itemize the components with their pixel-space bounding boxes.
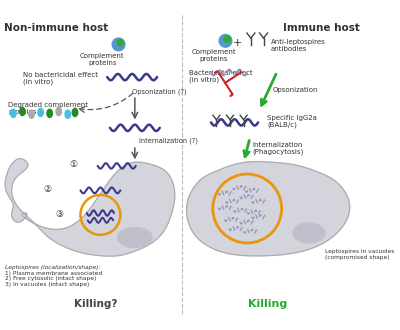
Polygon shape (5, 159, 175, 256)
Text: Opsonization: Opsonization (273, 87, 318, 93)
Text: 3) In vacuoles (intact shape): 3) In vacuoles (intact shape) (5, 282, 90, 287)
Ellipse shape (118, 228, 152, 248)
Text: Leptospires (localization/shape):: Leptospires (localization/shape): (5, 265, 101, 270)
Circle shape (117, 40, 124, 46)
Circle shape (112, 38, 125, 51)
Text: 1) Plasma membrane associated: 1) Plasma membrane associated (5, 271, 102, 276)
Ellipse shape (293, 223, 325, 243)
Text: Non-immune host: Non-immune host (4, 23, 108, 33)
Ellipse shape (65, 110, 70, 118)
Circle shape (219, 34, 232, 47)
Text: Internalization
(Phagocytosis): Internalization (Phagocytosis) (253, 142, 304, 155)
Text: Internalization (?): Internalization (?) (139, 138, 198, 144)
Text: 2) Free cytosolic (intact shape): 2) Free cytosolic (intact shape) (5, 277, 97, 281)
Ellipse shape (47, 109, 52, 117)
Text: Immune host: Immune host (283, 23, 360, 33)
Ellipse shape (72, 108, 78, 116)
Text: Killing: Killing (248, 299, 288, 309)
Text: Degraded complement
proteins: Degraded complement proteins (8, 102, 88, 115)
Ellipse shape (38, 108, 43, 116)
Text: ①: ① (69, 160, 77, 169)
Text: ③: ③ (56, 210, 64, 219)
Text: No bactericidal effect
(in vitro): No bactericidal effect (in vitro) (23, 72, 98, 85)
Circle shape (224, 36, 230, 42)
Text: Killing?: Killing? (74, 299, 118, 309)
Text: Specific IgG2a
(BALB/c): Specific IgG2a (BALB/c) (267, 115, 317, 128)
Ellipse shape (56, 108, 62, 115)
Text: Leptospires in vacuoles
(compromised shape): Leptospires in vacuoles (compromised sha… (325, 249, 394, 260)
Polygon shape (186, 162, 350, 256)
Ellipse shape (11, 109, 16, 117)
Text: Complement
proteins: Complement proteins (191, 49, 236, 62)
Text: +: + (232, 38, 242, 48)
Text: ②: ② (44, 185, 52, 194)
Text: Complement
proteins: Complement proteins (80, 52, 124, 66)
Ellipse shape (29, 110, 34, 118)
Ellipse shape (20, 108, 25, 115)
Text: Anti-leptospires
antibodies: Anti-leptospires antibodies (271, 39, 326, 52)
Text: Bactericidal effect
(in vitro): Bactericidal effect (in vitro) (189, 70, 253, 83)
Text: Opsonization (?): Opsonization (?) (132, 88, 187, 95)
